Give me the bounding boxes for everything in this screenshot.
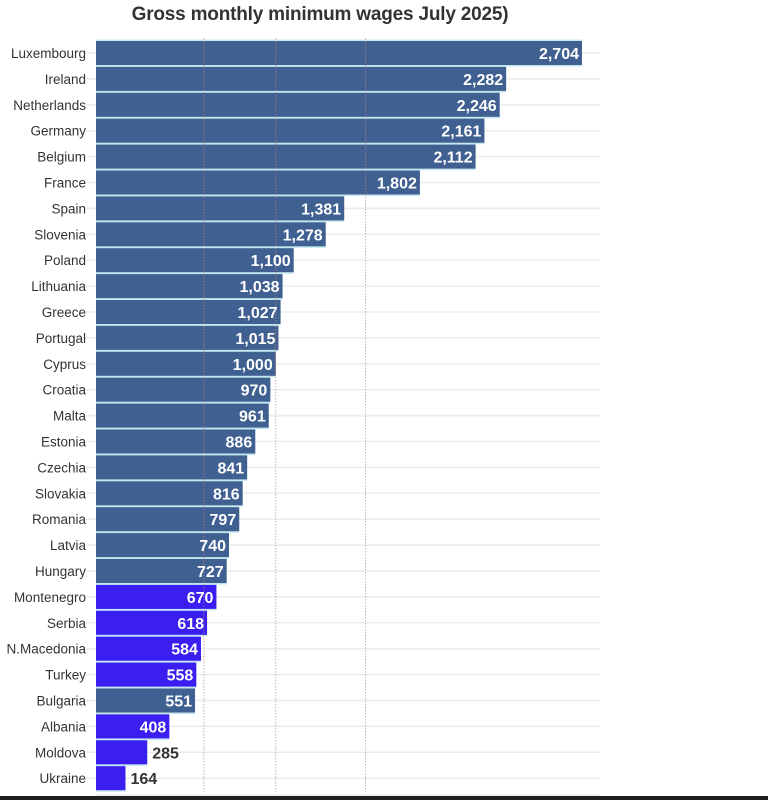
value-label: 164	[130, 771, 157, 788]
bar-belgium	[96, 144, 476, 169]
bar-lithuania	[96, 274, 283, 299]
bar-romania	[96, 507, 240, 532]
category-label: Slovakia	[35, 486, 87, 501]
bar-netherlands	[96, 92, 500, 117]
bar-hungary	[96, 559, 227, 583]
value-label: 558	[167, 668, 194, 685]
category-label: N.Macedonia	[6, 642, 86, 657]
bar-czechia	[96, 455, 248, 480]
value-label: 797	[210, 512, 237, 529]
category-label: Ukraine	[39, 771, 86, 786]
category-label: France	[44, 176, 86, 191]
value-label: 727	[197, 564, 224, 581]
value-label: 816	[213, 486, 240, 503]
category-label: Croatia	[42, 383, 86, 398]
value-label: 1,027	[238, 305, 278, 322]
bar-serbia	[96, 610, 208, 635]
bar-bulgaria	[96, 688, 196, 713]
bar-latvia	[96, 533, 230, 558]
category-label: Latvia	[50, 538, 87, 553]
category-label: Serbia	[47, 616, 87, 631]
bar-ukraine	[96, 766, 126, 791]
category-label: Germany	[30, 124, 86, 139]
category-label: Spain	[51, 201, 86, 216]
bar-spain	[96, 196, 345, 221]
bar-germany	[96, 118, 485, 143]
value-label: 1,038	[240, 279, 280, 296]
bar-ireland	[96, 66, 507, 91]
category-label: Greece	[42, 305, 86, 320]
chart-title: Gross monthly minimum wages July 2025)	[131, 4, 509, 25]
category-label: Ireland	[45, 72, 86, 87]
category-label: Portugal	[36, 331, 86, 346]
value-label: 841	[217, 460, 244, 477]
category-label: Luxembourg	[11, 46, 86, 61]
bar-greece	[96, 300, 281, 324]
bar-croatia	[96, 377, 271, 402]
value-label: 551	[165, 694, 192, 711]
category-label: Turkey	[45, 668, 86, 683]
category-label: Moldova	[35, 745, 87, 760]
value-label: 1,381	[301, 201, 341, 218]
category-label: Estonia	[41, 435, 87, 450]
value-label: 1,015	[235, 331, 275, 348]
value-label: 584	[171, 642, 198, 659]
category-label: Czechia	[37, 460, 86, 475]
value-label: 2,112	[433, 150, 472, 167]
category-label: Lithuania	[31, 279, 86, 294]
bottom-axis	[0, 794, 768, 800]
bar-malta	[96, 403, 269, 428]
value-label: 886	[226, 435, 253, 452]
bar-poland	[96, 248, 294, 273]
bar-n-macedonia	[96, 636, 201, 661]
category-label: Romania	[32, 512, 87, 527]
value-label: 961	[239, 409, 266, 426]
bar-slovenia	[96, 222, 326, 247]
category-label: Hungary	[35, 564, 86, 579]
value-label: 2,161	[441, 124, 481, 141]
value-label: 1,100	[251, 253, 291, 270]
value-label: 408	[140, 719, 167, 736]
value-label: 285	[152, 745, 179, 762]
category-label: Poland	[44, 253, 86, 268]
category-label: Albania	[41, 719, 87, 734]
value-label: 670	[187, 590, 214, 607]
bar-layer	[96, 39, 582, 792]
bar-france	[96, 170, 420, 195]
value-label: 740	[199, 538, 226, 555]
bar-cyprus	[96, 351, 276, 376]
bottom-border	[0, 796, 768, 800]
value-label: 1,278	[283, 227, 323, 244]
bar-luxembourg	[96, 41, 582, 65]
value-label: 2,246	[457, 98, 497, 115]
category-label: Montenegro	[14, 590, 86, 605]
bar-estonia	[96, 429, 256, 454]
reference-lines	[203, 38, 367, 793]
category-label: Cyprus	[43, 357, 86, 372]
bar-portugal	[96, 325, 279, 350]
value-label: 2,704	[539, 46, 579, 63]
category-label: Malta	[53, 409, 87, 424]
bar-slovakia	[96, 481, 243, 506]
value-label: 970	[241, 383, 268, 400]
bar-albania	[96, 714, 170, 739]
value-label: 1,802	[377, 176, 417, 193]
value-label: 1,000	[233, 357, 273, 374]
bar-turkey	[96, 662, 197, 687]
value-label: 618	[177, 616, 204, 633]
bar-montenegro	[96, 584, 217, 609]
bar-moldova	[96, 740, 148, 765]
category-label: Belgium	[37, 150, 86, 165]
category-label: Slovenia	[34, 227, 86, 242]
category-label: Bulgaria	[36, 694, 86, 709]
category-label: Netherlands	[13, 98, 86, 113]
label-layer: Luxembourg 2,704 Ireland 2,282 Netherlands 2,…	[6, 46, 579, 788]
value-label: 2,282	[463, 72, 503, 89]
